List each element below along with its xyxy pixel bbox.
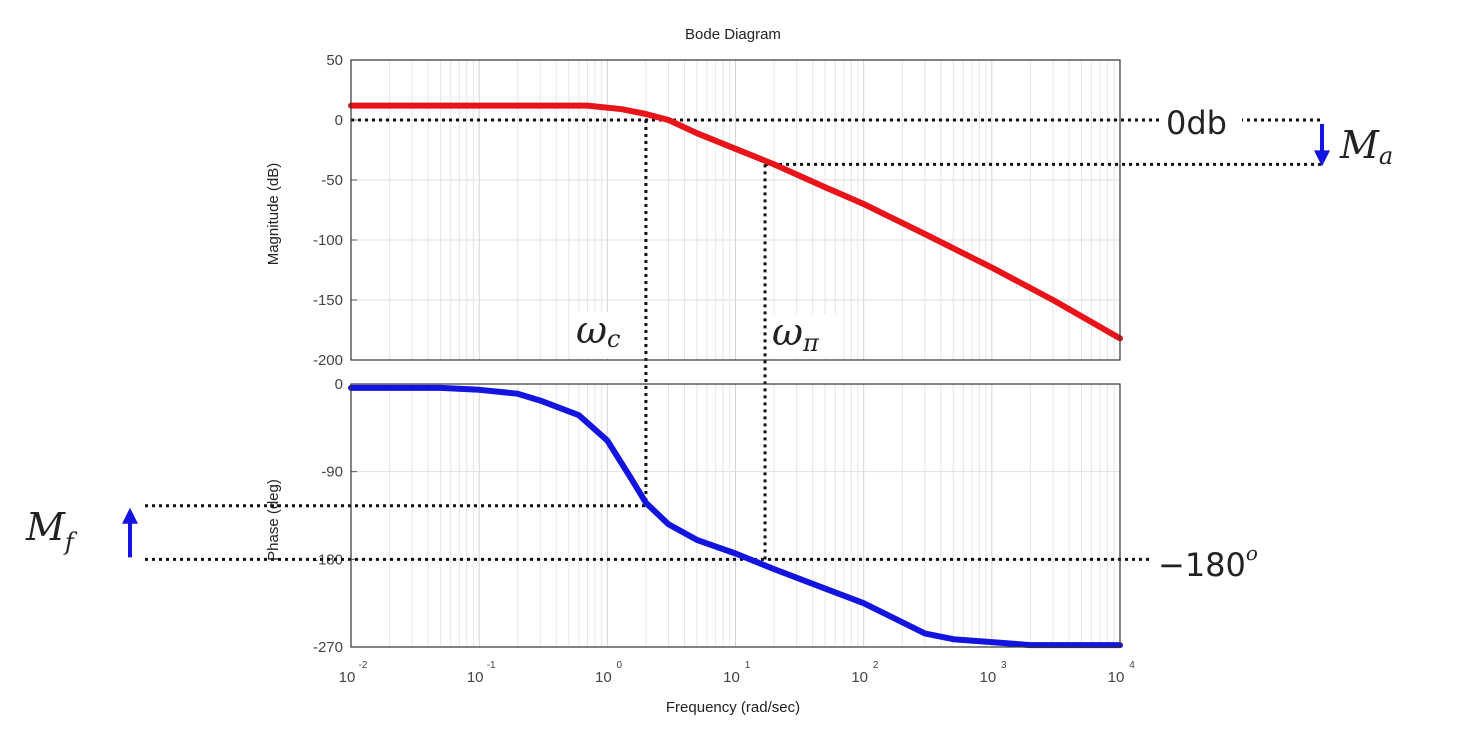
x-tick-label: 10	[723, 669, 740, 686]
margin-amp-sub: a	[1379, 142, 1393, 170]
x-tick-label: 10	[595, 669, 612, 686]
margin-guide-lines	[122, 118, 1330, 561]
phase-grid	[350, 383, 1120, 648]
x-tick-exponent: 1	[745, 660, 751, 671]
annotations: 0db Ma Mf −180o ωc ωπ	[25, 104, 1393, 584]
omega-pi-label: ωπ	[772, 310, 820, 357]
series-layer	[348, 102, 1123, 649]
gain-margin-arrow-head	[1314, 150, 1330, 167]
x-tick-exponent: 3	[1001, 660, 1007, 671]
omega-pi-main: ω	[772, 310, 803, 354]
x-tick-exponent: 0	[617, 660, 623, 671]
x-tick-label: 10	[979, 669, 996, 686]
margin-amp-label: Ma	[1339, 123, 1393, 170]
magnitude-grid	[350, 59, 1120, 361]
margin-phase-label: Mf	[25, 505, 78, 556]
margin-phase-sub: f	[63, 528, 78, 556]
chart-title: Bode Diagram	[685, 26, 781, 43]
magnitude-ytick-label: -200	[313, 352, 343, 369]
magnitude-axes-frame	[350, 59, 1121, 361]
omega-pi-sub: π	[802, 329, 820, 357]
zero-db-label: 0db	[1166, 104, 1227, 142]
magnitude-ytick-label: -100	[313, 232, 343, 249]
magnitude-series-line	[348, 102, 1123, 342]
phase-y-ticks: 0-90-180-270	[313, 376, 357, 656]
phase-ytick-label: 0	[335, 376, 343, 393]
x-tick-exponent: -1	[487, 660, 496, 671]
phase-y-label: Phase (deg)	[265, 479, 282, 561]
x-tick-exponent: -2	[359, 660, 368, 671]
axes-frames	[350, 59, 1121, 648]
magnitude-ytick-label: 50	[326, 52, 343, 69]
phase-series-line	[348, 384, 1123, 649]
phase-axes-frame	[350, 383, 1121, 648]
magnitude-ytick-label: -50	[321, 172, 343, 189]
phase-ytick-label: -270	[313, 639, 343, 656]
x-tick-exponent: 2	[873, 660, 879, 671]
margin-phase-main: M	[25, 505, 66, 549]
phase-margin-arrow-head	[122, 507, 138, 524]
phase-ytick-label: -90	[321, 464, 343, 481]
x-tick-label: 10	[851, 669, 868, 686]
minus-180-main: −180	[1158, 546, 1246, 584]
margin-amp-main: M	[1339, 123, 1380, 167]
magnitude-ytick-label: -150	[313, 292, 343, 309]
x-axis-label: Frequency (rad/sec)	[666, 699, 800, 716]
x-tick-label: 10	[467, 669, 484, 686]
minus-180-label: −180o	[1158, 541, 1258, 584]
omega-c-label: ωc	[576, 308, 620, 353]
x-tick-label: 10	[1108, 669, 1125, 686]
minus-180-sup: o	[1246, 541, 1258, 565]
omega-c-sub: c	[607, 325, 620, 353]
magnitude-ytick-label: 0	[335, 112, 343, 129]
x-tick-label: 10	[339, 669, 356, 686]
omega-c-main: ω	[576, 308, 607, 352]
magnitude-y-label: Magnitude (dB)	[265, 163, 282, 266]
magnitude-y-ticks: 50 0 -50 -100 -150 -200	[313, 52, 357, 369]
x-tick-exponent: 4	[1129, 660, 1135, 671]
